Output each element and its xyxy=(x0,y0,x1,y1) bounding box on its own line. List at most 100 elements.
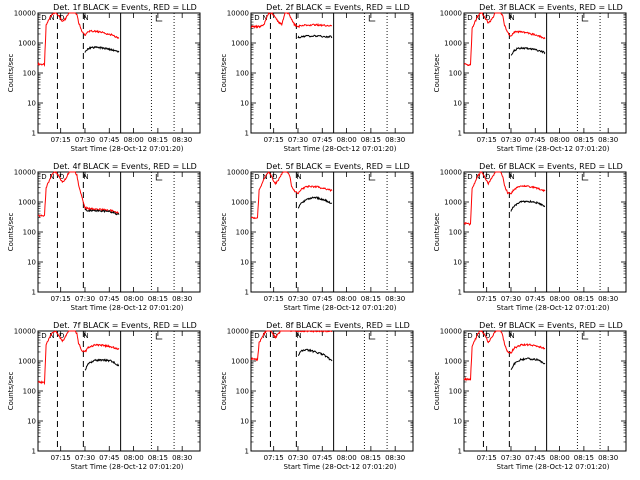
panel-3-xtick-label: 07:15 xyxy=(477,136,497,144)
panel-6-ytick-label: 10 xyxy=(453,259,462,267)
panel-3-series-lld xyxy=(463,12,546,67)
panel-2-xtick-label: 07:15 xyxy=(264,136,284,144)
panel-3-ytick-label: 100 xyxy=(449,70,462,78)
panel-2-series-events xyxy=(297,34,333,39)
panel-6-lld-marker xyxy=(581,174,589,181)
panel-6-annotation: D xyxy=(467,173,472,181)
panel-9-ytick-label: 1 xyxy=(458,448,462,456)
panel-5: Det. 5f BLACK = Events, RED = LLD 1 10 100 1… xyxy=(220,162,414,312)
panel-4-title: Det. 4f BLACK = Events, RED = LLD xyxy=(53,162,197,171)
panel-1-frame xyxy=(37,12,201,134)
panel-4-ytick-label: 1 xyxy=(32,289,36,297)
panel-6-ytick-label: 1000 xyxy=(444,199,462,207)
panel-6-title: Det. 6f BLACK = Events, RED = LLD xyxy=(479,162,623,171)
panel-2: Det. 2f BLACK = Events, RED = LLD 1 10 100 1… xyxy=(220,3,414,153)
panel-4-lld-marker xyxy=(155,174,163,181)
panel-1-xlabel: Start Time (28-Oct-12 07:01:20) xyxy=(71,145,184,153)
panel-3-annotation: D xyxy=(467,14,472,22)
panel-8-series-events xyxy=(298,348,333,362)
panel-9-series-events xyxy=(510,357,546,371)
panel-5-series-lld xyxy=(250,171,333,220)
panel-8-ytick-label: 1 xyxy=(245,448,249,456)
panel-8-xtick-label: 08:00 xyxy=(336,454,356,462)
panel-7-annotation: N xyxy=(49,332,54,340)
panel-8-annotation: N xyxy=(296,332,301,340)
panel-3-ytick-label: 10000 xyxy=(440,10,462,18)
panel-8-xtick-label: 07:30 xyxy=(288,454,308,462)
panel-6-annotation: D xyxy=(485,173,490,181)
panel-5-xtick-label: 07:45 xyxy=(312,295,332,303)
panel-4-annotation: D xyxy=(41,173,46,181)
panel-6-xlabel: Start Time (28-Oct-12 07:01:20) xyxy=(497,304,610,312)
panel-1-ytick-label: 1 xyxy=(32,130,36,138)
panel-3-annotation: N xyxy=(509,14,514,22)
panel-8-title: Det. 8f BLACK = Events, RED = LLD xyxy=(266,321,410,330)
panel-2-xlabel: Start Time (28-Oct-12 07:01:20) xyxy=(284,145,397,153)
panel-6-ytick-label: 100 xyxy=(449,229,462,237)
panel-4-frame xyxy=(37,171,201,293)
panel-4-xtick-label: 07:15 xyxy=(51,295,71,303)
panel-8-ytick-label: 1000 xyxy=(231,358,249,366)
panel-5-xtick-label: 08:30 xyxy=(385,295,405,303)
panel-9-xtick-label: 08:15 xyxy=(574,454,594,462)
panel-7-series-lld xyxy=(37,330,120,386)
panel-5-ylabel: Counts/sec xyxy=(220,213,228,252)
panel-8-series-lld xyxy=(250,330,333,362)
panel-4-series-lld xyxy=(37,171,119,218)
panel-1-ytick-label: 10 xyxy=(27,100,36,108)
panel-1-title: Det. 1f BLACK = Events, RED = LLD xyxy=(53,3,197,12)
panel-8-annotation: N xyxy=(262,332,267,340)
panel-1-xtick-label: 08:00 xyxy=(123,136,143,144)
panel-9-ytick-label: 1000 xyxy=(444,358,462,366)
panel-7-xlabel: Start Time (28-Oct-12 07:01:20) xyxy=(71,463,184,471)
panel-6-series-events xyxy=(510,199,546,212)
panel-9-ytick-label: 10 xyxy=(453,418,462,426)
panel-2-lld-marker xyxy=(368,15,376,22)
panel-5-title: Det. 5f BLACK = Events, RED = LLD xyxy=(266,162,410,171)
panel-2-ytick-label: 10000 xyxy=(227,10,249,18)
panel-1-annotation: D xyxy=(41,14,46,22)
panel-2-ytick-label: 1000 xyxy=(231,40,249,48)
panel-1-ytick-label: 100 xyxy=(23,70,36,78)
panel-8-ytick-label: 100 xyxy=(236,388,249,396)
panel-7-ytick-label: 10000 xyxy=(14,328,36,336)
panel-5-ytick-label: 10 xyxy=(240,259,249,267)
panel-9-lld-marker xyxy=(581,333,589,340)
panel-5-xlabel: Start Time (28-Oct-12 07:01:20) xyxy=(284,304,397,312)
panel-8-ytick-label: 10000 xyxy=(227,328,249,336)
panel-7-xtick-label: 08:30 xyxy=(172,454,192,462)
panel-3-xtick-label: 08:30 xyxy=(598,136,618,144)
panel-4-annotation: N xyxy=(83,173,88,181)
panel-4-ytick-label: 10000 xyxy=(14,169,36,177)
panel-7-xtick-label: 08:00 xyxy=(123,454,143,462)
panel-3-annotation: N xyxy=(475,14,480,22)
panel-8-xtick-label: 08:15 xyxy=(361,454,381,462)
panel-6-frame xyxy=(463,171,627,293)
panel-3-frame xyxy=(463,12,627,134)
panel-6-xtick-label: 07:15 xyxy=(477,295,497,303)
panel-1-lld-marker xyxy=(155,15,163,22)
panel-6-xtick-label: 07:45 xyxy=(525,295,545,303)
panel-1-ytick-label: 10000 xyxy=(14,10,36,18)
panel-6: Det. 6f BLACK = Events, RED = LLD 1 10 100 1… xyxy=(433,162,627,312)
panel-6-ylabel: Counts/sec xyxy=(433,213,441,252)
panel-7: Det. 7f BLACK = Events, RED = LLD 1 10 100 1… xyxy=(7,321,201,471)
panel-7-ylabel: Counts/sec xyxy=(7,372,15,411)
panel-6-annotation: N xyxy=(475,173,480,181)
panel-7-title: Det. 7f BLACK = Events, RED = LLD xyxy=(53,321,197,330)
panel-2-xtick-label: 08:30 xyxy=(385,136,405,144)
panel-1-xtick-label: 07:15 xyxy=(51,136,71,144)
panel-3-xtick-label: 07:30 xyxy=(501,136,521,144)
panel-3-ytick-label: 10 xyxy=(453,100,462,108)
panel-4: Det. 4f BLACK = Events, RED = LLD 1 10 100 1… xyxy=(7,162,201,312)
panel-1-annotation: N xyxy=(49,14,54,22)
panel-8-xtick-label: 07:15 xyxy=(264,454,284,462)
panel-4-xtick-label: 08:15 xyxy=(148,295,168,303)
panel-8-frame xyxy=(250,330,414,452)
panel-8: Det. 8f BLACK = Events, RED = LLD 1 10 100 1… xyxy=(220,321,414,471)
panel-4-ytick-label: 1000 xyxy=(18,199,36,207)
panel-2-ytick-label: 100 xyxy=(236,70,249,78)
panel-6-xtick-label: 08:15 xyxy=(574,295,594,303)
panel-8-xlabel: Start Time (28-Oct-12 07:01:20) xyxy=(284,463,397,471)
